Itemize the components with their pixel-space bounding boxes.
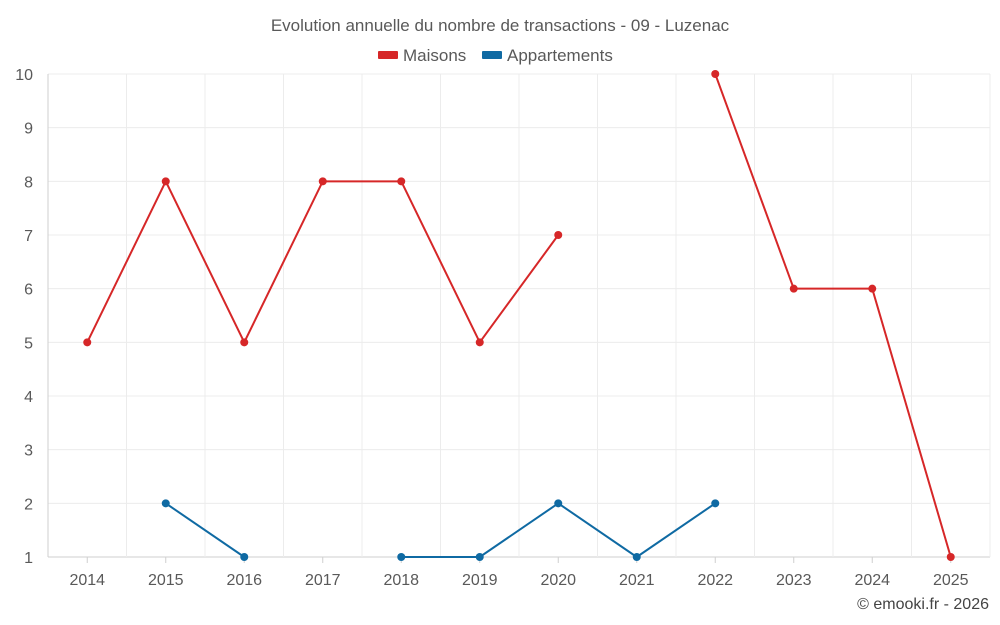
data-point-maisons[interactable] bbox=[161, 177, 170, 186]
chart-credit: © emooki.fr - 2026 bbox=[857, 596, 989, 613]
data-point-maisons[interactable] bbox=[83, 338, 92, 347]
data-point-appartements[interactable] bbox=[632, 553, 641, 561]
data-point-appartements[interactable] bbox=[475, 553, 484, 561]
series-line-appartements bbox=[165, 502, 245, 558]
x-tick-label: 2014 bbox=[69, 572, 105, 589]
legend-label-appartements[interactable]: Appartements bbox=[507, 46, 613, 65]
data-point-appartements[interactable] bbox=[161, 499, 170, 508]
data-point-appartements[interactable] bbox=[711, 499, 720, 508]
data-point-appartements[interactable] bbox=[240, 553, 249, 561]
series-appartements bbox=[161, 499, 720, 561]
y-tick-label: 10 bbox=[15, 67, 33, 84]
y-tick-label: 9 bbox=[24, 121, 33, 138]
x-tick-label: 2015 bbox=[148, 572, 184, 589]
x-tick-label: 2023 bbox=[776, 572, 812, 589]
x-tick-label: 2019 bbox=[462, 572, 498, 589]
chart-series bbox=[83, 70, 955, 561]
series-line-maisons bbox=[714, 73, 952, 558]
y-tick-label: 5 bbox=[24, 335, 33, 352]
data-point-maisons[interactable] bbox=[240, 338, 249, 347]
x-tick-label: 2024 bbox=[854, 572, 890, 589]
x-tick-label: 2025 bbox=[933, 572, 969, 589]
x-tick-label: 2017 bbox=[305, 572, 341, 589]
x-tick-label: 2022 bbox=[697, 572, 733, 589]
x-tick-label: 2018 bbox=[383, 572, 419, 589]
y-tick-label: 7 bbox=[24, 228, 33, 245]
y-tick-label: 6 bbox=[24, 282, 33, 299]
data-point-maisons[interactable] bbox=[789, 284, 798, 293]
data-point-maisons[interactable] bbox=[475, 338, 484, 347]
legend-label-maisons[interactable]: Maisons bbox=[403, 46, 466, 65]
legend-swatch-maisons bbox=[378, 51, 398, 59]
data-point-maisons[interactable] bbox=[397, 177, 406, 186]
y-tick-label: 2 bbox=[24, 496, 33, 513]
y-tick-label: 4 bbox=[24, 389, 33, 406]
data-point-appartements[interactable] bbox=[554, 499, 563, 508]
series-line-maisons bbox=[86, 180, 560, 344]
legend-swatch-appartements bbox=[482, 51, 502, 59]
series-line-appartements bbox=[401, 502, 716, 558]
y-tick-label: 3 bbox=[24, 443, 33, 460]
series-maisons bbox=[83, 70, 955, 561]
chart-legend: Maisons Appartements bbox=[378, 46, 613, 65]
data-point-maisons[interactable] bbox=[554, 231, 563, 239]
x-tick-label: 2016 bbox=[226, 572, 262, 589]
data-point-maisons[interactable] bbox=[711, 70, 720, 78]
chart-axes: 1 2 3 4 5 6 7 8 9 10 2014 2015 2016 2017 2018 2019 2020 2… bbox=[15, 67, 968, 589]
data-point-maisons[interactable] bbox=[868, 284, 877, 293]
y-tick-label: 8 bbox=[24, 174, 33, 191]
x-tick-label: 2020 bbox=[540, 572, 576, 589]
y-tick-label: 1 bbox=[24, 550, 33, 567]
data-point-maisons[interactable] bbox=[318, 177, 327, 186]
data-point-maisons[interactable] bbox=[946, 553, 955, 561]
x-tick-label: 2021 bbox=[619, 572, 655, 589]
chart-grid bbox=[47, 73, 991, 558]
chart-title: Evolution annuelle du nombre de transact… bbox=[271, 16, 730, 35]
data-point-appartements[interactable] bbox=[397, 553, 406, 561]
